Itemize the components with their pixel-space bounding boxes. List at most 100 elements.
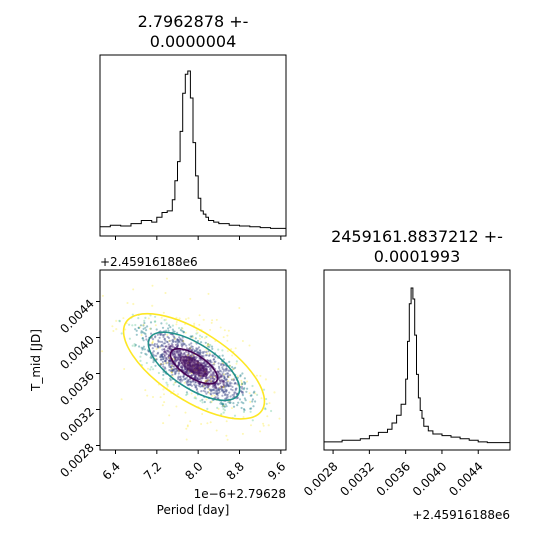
scatter-point xyxy=(224,378,227,381)
scatter-point xyxy=(221,349,224,352)
period-title-line1: 2.7962878 +- xyxy=(138,12,249,31)
scatter-point xyxy=(220,387,223,390)
scatter-point xyxy=(219,374,223,377)
scatter-point xyxy=(159,333,162,337)
scatter-point xyxy=(209,401,212,404)
scatter-point xyxy=(211,377,214,380)
scatter-point xyxy=(162,356,165,359)
scatter-point xyxy=(178,349,182,352)
scatter-point xyxy=(180,365,183,368)
scatter-point xyxy=(208,353,211,356)
scatter-point xyxy=(143,332,146,335)
scatter-point xyxy=(234,347,237,350)
scatter-point xyxy=(168,347,171,350)
scatter-point xyxy=(209,370,212,373)
scatter-point xyxy=(203,364,206,367)
scatter-point xyxy=(206,407,209,410)
scatter-point xyxy=(172,353,175,356)
scatter-point xyxy=(217,383,220,386)
scatter-point xyxy=(134,328,137,331)
scatter-point xyxy=(188,343,191,346)
scatter-point xyxy=(163,338,166,341)
scatter-point xyxy=(183,352,186,355)
scatter-point xyxy=(183,381,186,384)
scatter-point xyxy=(236,404,239,407)
scatter-point xyxy=(195,349,198,352)
joint-y-tick-label: 0.0040 xyxy=(57,333,97,373)
scatter-point xyxy=(164,360,167,363)
scatter-point xyxy=(162,422,165,425)
scatter-point xyxy=(173,381,176,384)
scatter-point xyxy=(175,356,178,359)
scatter-point xyxy=(227,384,230,387)
scatter-point xyxy=(123,368,126,370)
scatter-point xyxy=(120,332,123,335)
joint-y-tick-label: 0.0032 xyxy=(57,405,97,445)
scatter-point xyxy=(154,315,157,318)
scatter-point xyxy=(183,351,186,355)
scatter-point xyxy=(225,394,228,397)
scatter-point xyxy=(210,400,213,403)
scatter-point xyxy=(139,359,142,362)
scatter-point xyxy=(155,328,158,331)
scatter-point xyxy=(243,409,246,412)
scatter-point xyxy=(177,364,180,367)
scatter-point xyxy=(267,424,270,427)
scatter-point xyxy=(173,337,176,340)
scatter-point xyxy=(194,395,197,398)
scatter-point xyxy=(189,348,192,351)
scatter-point xyxy=(179,354,182,357)
scatter-point xyxy=(221,354,224,357)
scatter-point xyxy=(262,388,266,391)
joint-x-ticks: 6.4 7.2 8.0 8.8 9.6 xyxy=(100,450,288,483)
scatter-point xyxy=(215,318,218,321)
scatter-point xyxy=(234,389,237,392)
scatter-point xyxy=(115,328,118,331)
scatter-point xyxy=(201,413,204,415)
scatter-point xyxy=(221,386,224,389)
scatter-point xyxy=(166,335,169,338)
scatter-point xyxy=(207,376,210,379)
scatter-point xyxy=(177,378,180,381)
scatter-point xyxy=(172,390,175,393)
scatter-point xyxy=(186,392,189,396)
scatter-point xyxy=(152,396,154,398)
scatter-point xyxy=(218,382,221,385)
scatter-point xyxy=(155,354,158,357)
scatter-point xyxy=(214,384,217,387)
scatter-point xyxy=(152,361,155,364)
scatter-point xyxy=(165,349,169,352)
scatter-point xyxy=(214,396,217,399)
scatter-point xyxy=(178,363,181,366)
scatter-point xyxy=(226,339,229,342)
scatter-point xyxy=(264,407,267,410)
scatter-point xyxy=(205,363,208,366)
scatter-point xyxy=(220,385,223,388)
scatter-point xyxy=(194,337,197,340)
scatter-point xyxy=(157,351,160,354)
scatter-point xyxy=(173,368,176,371)
scatter-point xyxy=(170,342,173,345)
scatter-point xyxy=(205,386,208,389)
scatter-point xyxy=(217,362,220,365)
scatter-point xyxy=(242,408,246,411)
scatter-point xyxy=(175,323,178,326)
scatter-point xyxy=(225,405,228,408)
scatter-point xyxy=(115,319,118,322)
scatter-point xyxy=(193,376,196,379)
scatter-point xyxy=(176,344,180,347)
scatter-point xyxy=(181,327,184,330)
scatter-point xyxy=(213,378,216,381)
scatter-point xyxy=(165,329,168,332)
scatter-point xyxy=(142,327,145,330)
scatter-point xyxy=(176,350,179,353)
scatter-point xyxy=(179,354,182,357)
scatter-point xyxy=(228,374,232,377)
scatter-point xyxy=(161,353,164,356)
scatter-point xyxy=(187,380,190,383)
scatter-point xyxy=(189,347,192,350)
scatter-point xyxy=(213,391,217,395)
scatter-point xyxy=(196,339,200,343)
scatter-point xyxy=(179,329,182,332)
